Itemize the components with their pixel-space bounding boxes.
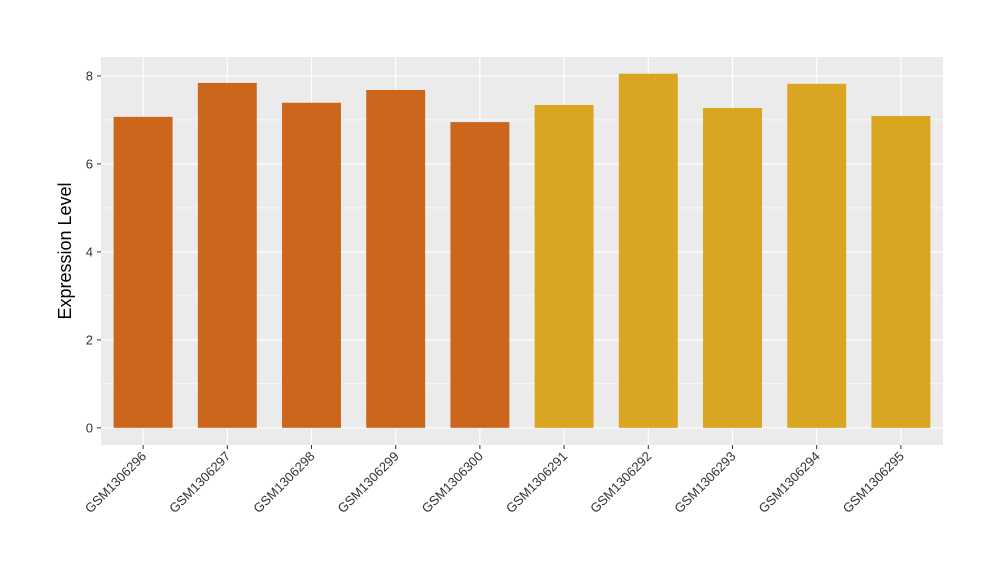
x-tick-label: GSM1306296 (82, 449, 149, 516)
x-tick-label: GSM1306291 (503, 449, 570, 516)
bar (534, 104, 594, 428)
bar (787, 83, 847, 428)
y-tick-label: 4 (86, 244, 93, 259)
x-tick-label: GSM1306292 (587, 449, 654, 516)
y-tick-label: 0 (86, 420, 93, 435)
y-tick-label: 6 (86, 156, 93, 171)
x-tick-label: GSM1306295 (840, 449, 907, 516)
x-tick-label: GSM1306300 (419, 449, 486, 516)
bar (703, 108, 762, 428)
x-tick-label: GSM1306294 (755, 449, 822, 516)
bar (871, 115, 931, 428)
bar (282, 102, 341, 428)
bar (113, 116, 173, 428)
bar (366, 89, 426, 428)
x-tick-label: GSM1306293 (671, 449, 738, 516)
x-tick-label: GSM1306297 (166, 449, 233, 516)
x-tick-label: GSM1306299 (334, 449, 401, 516)
y-tick-label: 8 (86, 68, 93, 83)
bar (197, 82, 257, 428)
y-tick-label: 2 (86, 332, 93, 347)
x-tick-label: GSM1306298 (250, 449, 317, 516)
bar (450, 122, 510, 428)
y-axis-title: Expression Level (55, 182, 75, 319)
bar (618, 73, 678, 428)
